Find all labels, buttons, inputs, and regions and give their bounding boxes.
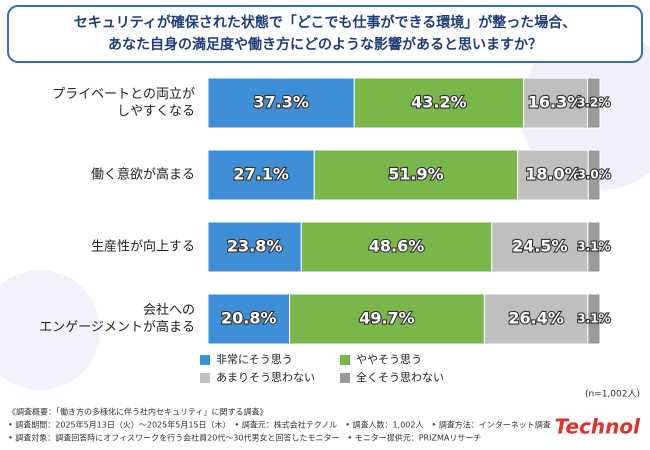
value-label: 48.6% [369, 237, 425, 256]
y-tick-label: 会社への [143, 302, 195, 318]
bar-segment [517, 149, 589, 201]
bar-segment [313, 149, 519, 201]
logo: Technol [554, 415, 641, 439]
value-label: 37.3% [253, 93, 309, 112]
chart-title: セキュリティが確保された状態で「どこでも仕事ができる環境」が整った場合、 [74, 14, 576, 31]
value-label: 23.8% [227, 237, 283, 256]
note: (n=1,002人) [585, 389, 640, 400]
y-tick-label: 働く意欲が高まる [91, 167, 195, 183]
footer-text: • 調査対象：調査回答時にオフィスワークを行う会社員20代～30代男女と回答した… [8, 433, 481, 443]
value-label: 26.4% [508, 309, 564, 328]
bar-segment [207, 293, 291, 345]
bar-segment [587, 149, 601, 201]
bar-segment [207, 221, 302, 273]
value-label: 3.1% [577, 312, 610, 326]
bar-segment [587, 221, 601, 273]
legend-swatch [340, 373, 350, 383]
legend-label: 非常にそう思う [216, 353, 293, 366]
bar-segment [491, 221, 589, 273]
legend-swatch [200, 355, 210, 365]
legend-label: 全くそう思わない [356, 370, 444, 384]
chart-title: あなた自身の満足度や働き方にどのような影響があると思いますか？ [108, 36, 542, 53]
bar-segment [586, 77, 601, 129]
value-label: 3.2% [577, 96, 610, 110]
y-tick-label: しやすくなる [117, 104, 195, 119]
value-label: 49.7% [359, 309, 415, 328]
bar-segment [207, 149, 315, 201]
bar-segment [483, 293, 589, 345]
value-label: 3.1% [577, 240, 610, 254]
value-label: 51.9% [388, 165, 444, 184]
footer-text: • 調査期間：2025年5月13日（火）～2025年5月15日（木） • 調査元… [8, 420, 551, 430]
bar-segment [207, 77, 355, 129]
footer-text: 《調査概要：「働き方の多様化に伴う社内セキュリティ」に関する調査》 [8, 407, 268, 417]
value-label: 27.1% [233, 165, 289, 184]
y-tick-label: 生産性が向上する [91, 239, 195, 255]
bar-segment [289, 293, 485, 345]
legend-swatch [340, 355, 350, 365]
bar-segment [523, 77, 588, 129]
value-label: 24.5% [512, 237, 568, 256]
value-label: 20.8% [221, 309, 277, 328]
value-label: 16.3% [528, 93, 584, 112]
value-label: 18.0% [525, 165, 581, 184]
bar-segment [587, 293, 601, 345]
legend-label: あまりそう思わない [216, 371, 315, 384]
title-box [7, 5, 643, 63]
legend-swatch [200, 373, 210, 383]
legend-label: ややそう思う [356, 353, 422, 366]
y-tick-label: エンゲージメントが高まる [39, 319, 195, 335]
value-label: 43.2% [411, 93, 467, 112]
decor [0, 270, 100, 390]
y-tick-label: プライベートとの両立が [52, 87, 195, 102]
value-label: 3.0% [577, 168, 610, 182]
bar-segment [353, 77, 525, 129]
